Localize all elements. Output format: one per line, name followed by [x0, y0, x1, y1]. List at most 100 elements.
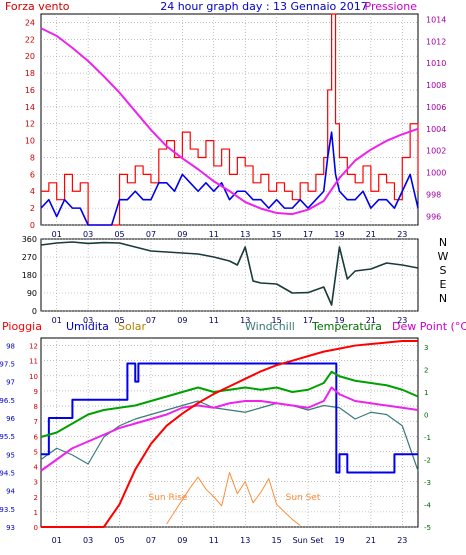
y-tick-label-temperature: 3 [424, 344, 428, 352]
y-tick-label-rain: 8 [34, 403, 38, 411]
y-tick-label-direction: 180 [22, 271, 37, 280]
x-tick-label: 17 [303, 230, 313, 239]
y-tick-label-pressure: 1002 [426, 147, 446, 156]
y-tick-label-rain: 7 [34, 418, 38, 426]
y-tick-label-humidity: 94.5 [0, 469, 15, 477]
y-tick-label-pressure: 996 [426, 212, 441, 221]
x-tick-label: 03 [83, 316, 93, 325]
y-tick-label-wind: 6 [30, 170, 35, 179]
series-wind-gust [41, 13, 419, 226]
y-tick-label-humidity: 97 [6, 379, 15, 387]
x-tick-label: 19 [334, 230, 344, 239]
x-tick-label: 01 [52, 316, 62, 325]
x-tick-label: 05 [114, 230, 124, 239]
x-tick-label: 01 [52, 536, 62, 545]
y-tick-label-humidity: 98 [6, 342, 15, 350]
y-tick-label-wind: 24 [25, 18, 35, 27]
y-tick-label-wind: 18 [25, 69, 35, 78]
x-tick-label: 07 [146, 316, 156, 325]
x-tick-label: 11 [209, 536, 219, 545]
y-tick-label-humidity: 97.5 [0, 360, 15, 368]
x-tick-label: 17 [303, 316, 313, 325]
x-tick-label: 07 [146, 536, 156, 545]
x-tick-label: 13 [240, 316, 250, 325]
pressure-title: Pressione [365, 0, 418, 13]
y-tick-label-temperature: -5 [424, 524, 431, 532]
panel-frame [40, 337, 419, 528]
y-tick-label-pressure: 998 [426, 190, 441, 199]
y-tick-label-direction: 270 [22, 253, 37, 262]
x-tick-label: 09 [177, 536, 187, 545]
compass-label-e: E [440, 278, 447, 291]
legend-windchill: Windchill [245, 320, 295, 333]
panel-frame [40, 238, 419, 312]
y-tick-label-rain: 11 [29, 358, 38, 366]
series-dewpoint [40, 386, 419, 472]
y-tick-label-wind: 0 [30, 221, 35, 230]
wind-pressure-panel: 0246810121416182022249969981000100210041… [25, 13, 446, 239]
y-tick-label-rain: 5 [34, 448, 38, 456]
y-tick-label-wind: 4 [30, 187, 35, 196]
y-tick-label-pressure: 1010 [426, 59, 446, 68]
x-tick-label: 11 [209, 230, 219, 239]
sun-set-label: Sun Set [286, 493, 321, 503]
sun-rise-label: Sun Rise [149, 493, 188, 503]
x-tick-label: 21 [366, 316, 376, 325]
y-tick-label-pressure: 1000 [426, 169, 446, 178]
x-tick-label: 05 [114, 316, 124, 325]
y-tick-label-pressure: 1004 [426, 125, 446, 134]
y-tick-label-rain: 4 [34, 464, 39, 472]
legend-umidita: Umidita [66, 320, 109, 333]
y-tick-label-wind: 16 [25, 86, 35, 95]
legend-pioggia: Pioggia [2, 320, 42, 333]
y-tick-label-humidity: 94 [6, 488, 15, 496]
y-tick-label-wind: 22 [25, 35, 35, 44]
y-tick-label-direction: 360 [22, 235, 37, 244]
x-tick-label: 21 [366, 230, 376, 239]
x-tick-label: 13 [240, 230, 250, 239]
x-tick-label: 03 [83, 230, 93, 239]
x-tick-label: 05 [114, 536, 124, 545]
x-tick-label: 19 [334, 536, 344, 545]
y-tick-label-temperature: -4 [424, 502, 432, 510]
y-tick-label-wind: 12 [25, 120, 35, 129]
y-tick-label-rain: 0 [34, 524, 38, 532]
x-tick-label: 15 [272, 230, 282, 239]
x-tick-label: 23 [397, 316, 407, 325]
x-tick-label: 09 [177, 316, 187, 325]
y-tick-label-temperature: 0 [424, 412, 428, 420]
x-tick-label: 13 [240, 536, 250, 545]
y-tick-label-wind: 20 [25, 52, 35, 61]
x-tick-label: 11 [209, 316, 219, 325]
y-tick-label-wind: 2 [30, 204, 35, 213]
y-tick-label-humidity: 96 [6, 415, 15, 423]
y-tick-label-pressure: 1014 [426, 15, 446, 24]
x-tick-label: 23 [397, 230, 407, 239]
series-humidity [41, 362, 418, 474]
x-tick-label: 15 [272, 536, 282, 545]
series-wind-direction [40, 241, 419, 306]
compass-label-n2: N [439, 292, 447, 305]
y-tick-label-pressure: 1006 [426, 103, 446, 112]
legend-solar: Solar [118, 320, 147, 333]
y-tick-label-temperature: 1 [424, 389, 428, 397]
series-wind-average [40, 131, 419, 226]
y-tick-label-humidity: 93 [6, 524, 15, 532]
y-tick-label-rain: 1 [34, 509, 38, 517]
y-tick-label-rain: 12 [29, 343, 38, 351]
chart-date-title: 24 hour graph day : 13 Gennaio 2017 [160, 0, 368, 13]
y-tick-label-rain: 9 [34, 388, 38, 396]
y-tick-label-humidity: 93.5 [0, 506, 15, 514]
series-pressure [40, 27, 419, 216]
y-tick-label-direction: 90 [27, 289, 37, 298]
y-tick-label-temperature: -3 [424, 479, 431, 487]
compass-label-s: S [440, 264, 447, 277]
x-tick-label: 03 [83, 536, 93, 545]
y-tick-label-humidity: 95 [6, 451, 15, 459]
y-tick-label-direction: 0 [32, 307, 37, 316]
y-tick-label-temperature: 2 [424, 367, 428, 375]
series-temperature [40, 370, 419, 438]
x-tick-label: Sun Set [293, 536, 324, 545]
y-tick-label-rain: 10 [29, 373, 38, 381]
